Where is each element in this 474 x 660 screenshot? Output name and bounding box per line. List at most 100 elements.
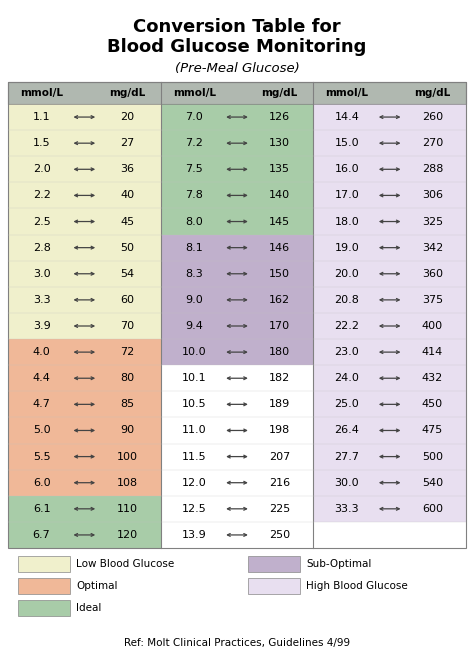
- Bar: [18, 600, 70, 616]
- Text: 50: 50: [120, 243, 134, 253]
- Text: 325: 325: [422, 216, 443, 226]
- Text: 342: 342: [422, 243, 443, 253]
- Text: 600: 600: [422, 504, 443, 514]
- Bar: [18, 556, 70, 572]
- Text: 130: 130: [269, 138, 290, 148]
- Text: 80: 80: [120, 374, 134, 383]
- Text: 2.5: 2.5: [33, 216, 50, 226]
- Text: Optimal: Optimal: [76, 581, 118, 591]
- Text: 13.9: 13.9: [182, 530, 207, 540]
- Text: 16.0: 16.0: [335, 164, 359, 174]
- Text: 146: 146: [269, 243, 290, 253]
- Text: Conversion Table for: Conversion Table for: [133, 18, 341, 36]
- Text: 8.1: 8.1: [185, 243, 203, 253]
- Text: 45: 45: [120, 216, 134, 226]
- Text: Blood Glucose Monitoring: Blood Glucose Monitoring: [107, 38, 367, 56]
- Text: 432: 432: [422, 374, 443, 383]
- Text: 20: 20: [120, 112, 134, 122]
- Text: 5.0: 5.0: [33, 426, 50, 436]
- Bar: [248, 578, 300, 594]
- Text: Low Blood Glucose: Low Blood Glucose: [76, 559, 174, 569]
- Text: mmol/L: mmol/L: [326, 88, 368, 98]
- Text: 3.3: 3.3: [33, 295, 50, 305]
- Text: 9.4: 9.4: [185, 321, 203, 331]
- Text: 25.0: 25.0: [335, 399, 359, 409]
- Text: 100: 100: [117, 451, 137, 461]
- Text: 23.0: 23.0: [335, 347, 359, 357]
- Bar: [8, 104, 161, 339]
- Text: 189: 189: [269, 399, 291, 409]
- Text: 140: 140: [269, 191, 290, 201]
- Text: 60: 60: [120, 295, 134, 305]
- Text: 225: 225: [269, 504, 291, 514]
- Bar: [8, 82, 466, 104]
- Text: 7.8: 7.8: [185, 191, 203, 201]
- Text: mg/dL: mg/dL: [262, 88, 298, 98]
- Text: 180: 180: [269, 347, 290, 357]
- Text: 11.0: 11.0: [182, 426, 207, 436]
- Text: 54: 54: [120, 269, 134, 279]
- Bar: [8, 496, 161, 548]
- Text: mmol/L: mmol/L: [173, 88, 216, 98]
- Text: 90: 90: [120, 426, 134, 436]
- Text: 12.5: 12.5: [182, 504, 207, 514]
- Bar: [8, 82, 466, 548]
- Text: 15.0: 15.0: [335, 138, 359, 148]
- Text: 2.0: 2.0: [33, 164, 50, 174]
- Text: 7.5: 7.5: [185, 164, 203, 174]
- Bar: [18, 578, 70, 594]
- Text: 7.0: 7.0: [185, 112, 203, 122]
- Text: 360: 360: [422, 269, 443, 279]
- Text: 10.1: 10.1: [182, 374, 207, 383]
- Bar: [313, 104, 466, 522]
- Text: 6.1: 6.1: [33, 504, 50, 514]
- Text: 162: 162: [269, 295, 290, 305]
- Text: 26.4: 26.4: [335, 426, 359, 436]
- Text: 27.7: 27.7: [335, 451, 359, 461]
- Text: Ref: Molt Clinical Practices, Guidelines 4/99: Ref: Molt Clinical Practices, Guidelines…: [124, 638, 350, 648]
- Text: 270: 270: [422, 138, 443, 148]
- Bar: [161, 234, 313, 365]
- Text: High Blood Glucose: High Blood Glucose: [306, 581, 408, 591]
- Text: 216: 216: [269, 478, 290, 488]
- Text: 6.7: 6.7: [33, 530, 50, 540]
- Text: 36: 36: [120, 164, 134, 174]
- Text: 20.0: 20.0: [335, 269, 359, 279]
- Text: 22.2: 22.2: [335, 321, 359, 331]
- Text: 306: 306: [422, 191, 443, 201]
- Text: 414: 414: [422, 347, 443, 357]
- Text: 6.0: 6.0: [33, 478, 50, 488]
- Text: 126: 126: [269, 112, 290, 122]
- Text: 288: 288: [422, 164, 443, 174]
- Bar: [161, 104, 313, 234]
- Text: 8.0: 8.0: [185, 216, 203, 226]
- Text: 8.3: 8.3: [185, 269, 203, 279]
- Text: 108: 108: [117, 478, 137, 488]
- Text: 70: 70: [120, 321, 134, 331]
- Text: 11.5: 11.5: [182, 451, 207, 461]
- Text: 260: 260: [422, 112, 443, 122]
- Text: mg/dL: mg/dL: [414, 88, 451, 98]
- Text: 120: 120: [117, 530, 137, 540]
- Text: 182: 182: [269, 374, 291, 383]
- Text: 72: 72: [120, 347, 134, 357]
- Text: 2.8: 2.8: [33, 243, 51, 253]
- Text: 4.4: 4.4: [33, 374, 51, 383]
- Bar: [161, 365, 313, 548]
- Text: 20.8: 20.8: [335, 295, 359, 305]
- Text: Sub-Optimal: Sub-Optimal: [306, 559, 371, 569]
- Text: 24.0: 24.0: [335, 374, 359, 383]
- Text: 4.0: 4.0: [33, 347, 50, 357]
- Text: 14.4: 14.4: [335, 112, 359, 122]
- Text: 7.2: 7.2: [185, 138, 203, 148]
- Text: 170: 170: [269, 321, 290, 331]
- Text: 10.0: 10.0: [182, 347, 207, 357]
- Text: 400: 400: [422, 321, 443, 331]
- Text: 3.9: 3.9: [33, 321, 50, 331]
- Bar: [248, 556, 300, 572]
- Text: 2.2: 2.2: [33, 191, 51, 201]
- Text: 27: 27: [120, 138, 134, 148]
- Text: 17.0: 17.0: [335, 191, 359, 201]
- Text: 1.1: 1.1: [33, 112, 50, 122]
- Text: 18.0: 18.0: [335, 216, 359, 226]
